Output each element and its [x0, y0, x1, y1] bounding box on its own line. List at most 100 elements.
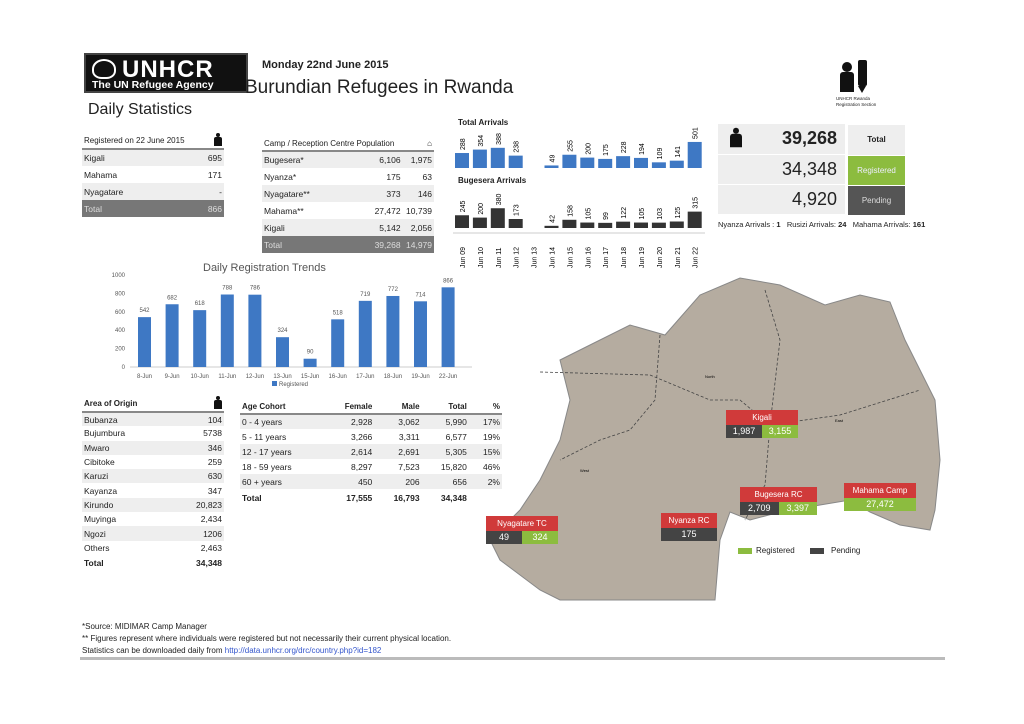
tick-label: Jun 15 [567, 247, 574, 268]
unhcr-logo: UNHCR The UN Refugee Agency [84, 53, 248, 93]
bar [580, 157, 595, 168]
tick-label: Jun 09 [460, 247, 467, 268]
bar [455, 153, 469, 168]
total-label: Total [848, 125, 905, 155]
x-tick-label: 13-Jun [273, 374, 291, 380]
bar-label: 105 [585, 208, 592, 220]
bar [414, 301, 427, 367]
bar-label: 354 [478, 135, 485, 147]
bar [651, 222, 666, 228]
bar [669, 160, 684, 168]
tick-label: Jun 20 [657, 247, 664, 268]
bar-label: 103 [657, 208, 664, 220]
total-arrivals-title: Total Arrivals [458, 118, 509, 127]
cell: 12 - 17 years [240, 444, 325, 459]
bar [386, 295, 400, 367]
page-title: Burundian Refugees in Rwanda [245, 77, 514, 98]
bar-label: 542 [139, 308, 150, 314]
tick-label: Jun 10 [478, 247, 485, 268]
total-label: Total [82, 200, 203, 217]
bar-label: 324 [277, 328, 288, 334]
area-of-origin-table: Area of Origin Bubanza 104 Bujumbura 5738 Mw… [82, 396, 224, 572]
bar-label: 49 [550, 155, 557, 163]
table-row: Karuzi 630 [82, 469, 224, 484]
district-border [539, 371, 771, 426]
table-row: 18 - 59 years 8,297 7,523 15,820 46% [240, 459, 502, 474]
map-site-pending: 2,709 [740, 502, 779, 515]
tick-label: Jun 18 [621, 247, 628, 268]
table-row: Bubanza 104 [82, 412, 224, 427]
tick-label: Jun 16 [585, 247, 592, 268]
bar [490, 208, 505, 228]
cell-name: Bubanza [82, 412, 176, 427]
cell: 15% [468, 444, 502, 459]
pending-label: Pending [848, 186, 905, 215]
bar [544, 225, 559, 228]
column-header: Total [421, 400, 469, 415]
map-site-label: Mahama Camp [844, 483, 916, 498]
x-tick-label: 19-Jun [411, 374, 429, 380]
cell: 46% [482, 461, 500, 472]
bar [441, 287, 455, 367]
cell-value: 20,823 [175, 497, 224, 513]
total-cell: Total [242, 492, 262, 503]
tick-label: Jun 21 [675, 247, 682, 268]
cell: 6,577 [445, 431, 467, 442]
cell: 8,297 [351, 461, 373, 472]
cell-name: Bujumbura [84, 428, 126, 439]
caption-line: Registration Section [836, 102, 877, 107]
bar [580, 222, 595, 228]
bar [544, 165, 559, 168]
bar [616, 156, 631, 168]
row-name: Nyagatare [82, 183, 203, 200]
tick-label: Jun 22 [693, 247, 700, 268]
tick-label: Jun 12 [514, 247, 521, 268]
bar [598, 158, 613, 168]
legend-pending-swatch [810, 548, 824, 554]
bar-label: 228 [621, 141, 628, 153]
cell: 2,928 [324, 414, 375, 429]
bar [598, 222, 613, 228]
cell-value: 259 [207, 457, 222, 468]
x-tick-label: 22-Jun [439, 374, 457, 380]
footer-source: *Source: MIDIMAR Camp Manager [82, 622, 207, 631]
cell-name: Kirundo [82, 497, 176, 513]
tick-label: Jun 19 [639, 247, 646, 268]
totals-panel: 39,268 34,348 4,920 [718, 124, 845, 215]
unhcr-emblem-icon [92, 59, 116, 79]
cell: 17% [468, 414, 502, 429]
bar-label: 288 [460, 138, 467, 150]
person-icon [214, 396, 222, 409]
total-value: 39,268 [752, 124, 845, 155]
bar [669, 221, 684, 228]
bar-label: 719 [360, 292, 371, 298]
x-tick-label: 8-Jun [137, 374, 152, 380]
bar-label: 788 [222, 286, 233, 292]
trends-title: Daily Registration Trends [203, 262, 326, 274]
bar [358, 300, 372, 367]
total-value: 34,348 [196, 558, 222, 569]
y-tick-label: 600 [115, 310, 126, 316]
bar [616, 221, 631, 228]
data-link[interactable]: http://data.unhcr.org/drc/country.php?id… [224, 646, 382, 655]
cell-value: 346 [175, 440, 224, 455]
house-icon: ⌂ [402, 137, 434, 152]
bar-label: 501 [693, 127, 700, 139]
x-tick-label: 18-Jun [384, 374, 402, 380]
map-site-registered: 324 [522, 531, 558, 544]
cell-value: 1206 [175, 526, 224, 541]
x-tick-label: 10-Jun [191, 374, 209, 380]
cell: 7,523 [398, 461, 420, 472]
x-tick-label: 12-Jun [246, 374, 264, 380]
cell-name: Nyagatare** [262, 185, 350, 202]
bar [634, 222, 648, 228]
bar-label: 200 [585, 143, 592, 155]
x-tick-label: 16-Jun [329, 374, 347, 380]
y-tick-label: 0 [122, 365, 126, 371]
caption-line: UNHCR Rwanda [836, 96, 871, 101]
total-value: 866 [202, 200, 224, 217]
bar [634, 157, 648, 168]
cell-households: 2,056 [402, 219, 434, 236]
cell: 450 [324, 474, 375, 489]
map-site-registered: 3,155 [762, 425, 798, 438]
